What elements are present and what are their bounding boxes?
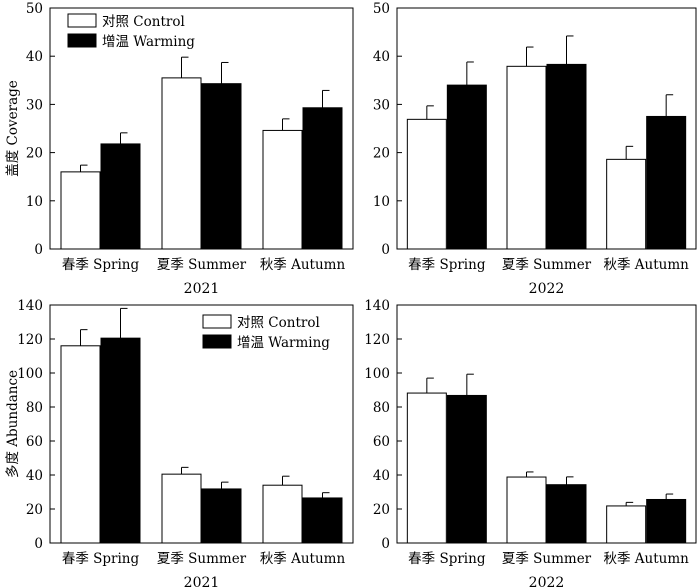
x-axis-label: 2022 [529, 575, 565, 587]
chart-panel-top-right: 春季 Spring 夏季 Summer 秋季 Autumn 0 10 20 30 40 50 20… [373, 1, 697, 297]
x-axis-label: 2022 [529, 281, 565, 297]
y-tick-label: 10 [373, 194, 390, 210]
x-tick-label: 秋季 Autumn [603, 257, 689, 273]
y-tick-label: 30 [26, 97, 43, 113]
plot-frame [49, 304, 354, 544]
bar [60, 171, 101, 250]
x-axis-label: 2021 [184, 281, 220, 297]
y-tick-label: 140 [364, 298, 390, 314]
bar [302, 107, 343, 250]
y-tick-label: 140 [17, 298, 43, 314]
bar [201, 488, 242, 544]
x-tick-label: 夏季 Summer [502, 257, 592, 273]
y-tick-label: 120 [17, 332, 43, 348]
y-tick-label: 0 [381, 536, 390, 552]
y-tick-label: 10 [26, 194, 43, 210]
x-tick-label: 春季 Spring [62, 551, 140, 567]
bar [100, 337, 141, 544]
x-tick-label: 春季 Spring [408, 257, 486, 273]
x-axis-label: 2021 [184, 575, 220, 587]
y-tick-label: 40 [26, 468, 43, 484]
bar [262, 484, 303, 544]
bar [446, 394, 487, 544]
bar [646, 115, 687, 250]
x-tick-label: 春季 Spring [62, 257, 140, 273]
x-tick-label: 夏季 Summer [502, 551, 592, 567]
plot-frame [396, 7, 697, 250]
y-tick-label: 30 [373, 97, 390, 113]
legend-label: 对照 Control [102, 14, 185, 30]
chart-panel-bottom-right: 春季 Spring 夏季 Summer 秋季 Autumn 0 20 40 60 80 100 1… [364, 298, 697, 587]
bar [606, 505, 647, 544]
bar [506, 476, 547, 544]
legend: 对照 Control 增温 Warming [202, 314, 330, 351]
bar [60, 345, 101, 544]
legend-swatch [67, 33, 97, 48]
y-axis-label: 多度 Abundance [4, 370, 21, 478]
y-tick-label: 0 [34, 242, 43, 258]
bar [201, 83, 242, 250]
bar [100, 143, 141, 250]
y-tick-label: 100 [364, 366, 390, 382]
bar [406, 118, 447, 250]
x-tick-label: 秋季 Autumn [260, 257, 346, 273]
legend-swatch [202, 314, 232, 329]
y-tick-label: 20 [26, 502, 43, 518]
plot-frame [396, 304, 697, 544]
legend-swatch [202, 334, 232, 349]
y-tick-label: 80 [373, 400, 390, 416]
bar [546, 63, 587, 250]
bar [606, 158, 647, 250]
y-tick-label: 80 [26, 400, 43, 416]
y-tick-label: 50 [26, 1, 43, 17]
y-axis-label: 盖度 Coverage [5, 80, 21, 177]
legend-swatch [67, 13, 97, 28]
y-tick-label: 20 [26, 146, 43, 162]
bar [262, 129, 303, 250]
x-tick-label: 夏季 Summer [157, 551, 247, 567]
x-tick-label: 秋季 Autumn [603, 551, 689, 567]
x-tick-label: 春季 Spring [408, 551, 486, 567]
bar [446, 84, 487, 250]
y-tick-label: 40 [373, 49, 390, 65]
bar [506, 65, 547, 250]
y-tick-label: 120 [364, 332, 390, 348]
y-tick-label: 20 [373, 146, 390, 162]
legend-label: 对照 Control [237, 315, 320, 331]
x-tick-label: 夏季 Summer [157, 257, 247, 273]
bar [302, 497, 343, 544]
x-tick-label: 秋季 Autumn [260, 551, 346, 567]
chart-panel-top-left: 春季 Spring 夏季 Summer 秋季 Autumn 0 10 20 30 40 50 20… [5, 1, 354, 297]
y-tick-label: 0 [381, 242, 390, 258]
y-tick-label: 20 [373, 502, 390, 518]
bar [161, 473, 202, 544]
legend-label: 增温 Warming [237, 335, 330, 351]
y-tick-label: 60 [26, 434, 43, 450]
bar [646, 498, 687, 544]
legend: 对照 Control 增温 Warming [67, 13, 195, 50]
legend-label: 增温 Warming [102, 34, 195, 50]
y-tick-label: 50 [373, 1, 390, 17]
chart-panel-bottom-left: 春季 Spring 夏季 Summer 秋季 Autumn 0 20 40 60 80 100 1… [4, 298, 354, 587]
y-tick-label: 60 [373, 434, 390, 450]
plot-frame [49, 7, 354, 250]
y-tick-label: 0 [34, 536, 43, 552]
bar [161, 77, 202, 250]
bar [406, 392, 447, 544]
y-tick-label: 40 [26, 49, 43, 65]
y-tick-label: 100 [17, 366, 43, 382]
y-tick-label: 40 [373, 468, 390, 484]
bar [546, 484, 587, 544]
